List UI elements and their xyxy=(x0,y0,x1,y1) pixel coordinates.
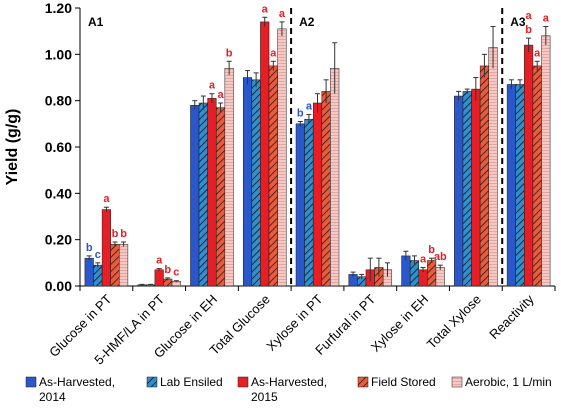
bar xyxy=(101,209,111,287)
bar xyxy=(215,107,226,287)
bar xyxy=(190,105,200,287)
y-tick-label: 0.20 xyxy=(45,232,72,248)
legend-label: As-Harvested, xyxy=(39,375,115,389)
bar xyxy=(260,21,270,287)
legend-label: Lab Ensiled xyxy=(160,375,223,389)
y-tick-label: 0.80 xyxy=(45,93,72,109)
x-tick-label: Reactivity xyxy=(486,291,537,342)
panel-label: A3 xyxy=(510,15,526,29)
significance-letter: ab xyxy=(434,251,447,263)
bar xyxy=(268,65,278,287)
bar xyxy=(435,267,445,287)
bar xyxy=(277,28,287,287)
legend-label-line2: 2015 xyxy=(251,390,278,404)
bar xyxy=(515,84,525,287)
y-tick-label: 1.20 xyxy=(45,0,72,16)
bar xyxy=(251,79,261,287)
bar xyxy=(84,257,94,287)
bar xyxy=(330,67,340,287)
bar xyxy=(462,91,472,287)
x-tick-label: Xylose in EH xyxy=(368,292,431,355)
bar xyxy=(312,102,323,287)
significance-letter: b xyxy=(226,47,233,59)
bar xyxy=(427,260,437,287)
significance-letter: b xyxy=(120,228,127,240)
panel-label: A2 xyxy=(299,15,315,29)
legend-label: Field Stored xyxy=(371,375,436,389)
significance-letter: c xyxy=(173,267,179,279)
bar xyxy=(198,102,208,287)
significance-letter: b xyxy=(112,228,119,240)
y-tick-label: 0.60 xyxy=(45,139,72,155)
x-tick-label: Total Xylose xyxy=(424,292,484,352)
significance-letter: a xyxy=(156,255,163,267)
legend-swatch xyxy=(25,376,37,388)
significance-letter: b xyxy=(164,264,171,276)
significance-letter: b xyxy=(525,24,532,36)
significance-letter: b xyxy=(297,108,304,120)
significance-letter: a xyxy=(420,253,427,265)
legend-label-line2: 2014 xyxy=(39,390,66,404)
bar xyxy=(321,91,331,287)
significance-letter: a xyxy=(262,3,269,15)
significance-letter: a xyxy=(270,47,277,59)
significance-letter: b xyxy=(86,242,93,254)
legend-swatch xyxy=(451,376,463,388)
significance-letter: a xyxy=(534,47,541,59)
bar xyxy=(207,98,217,287)
bar xyxy=(479,65,489,287)
significance-letter: a xyxy=(279,8,286,20)
bar xyxy=(524,44,534,287)
significance-letter: a xyxy=(306,101,313,113)
bar xyxy=(532,65,542,287)
bar xyxy=(454,95,464,287)
legend-swatch xyxy=(146,376,158,388)
panel-separators: A1 A2 A3 xyxy=(88,8,526,286)
significance-letter: a xyxy=(526,10,533,22)
legend-label: Aerobic, 1 L/min xyxy=(465,375,552,389)
significance-letter: a xyxy=(217,89,224,101)
bar xyxy=(418,269,428,287)
bar xyxy=(488,47,498,287)
significance-letter: b xyxy=(428,244,435,256)
y-tick-label: 1.00 xyxy=(45,46,72,62)
significance-letter: a xyxy=(543,13,550,25)
legend-label: As-Harvested, xyxy=(251,375,327,389)
bar xyxy=(224,67,234,287)
significance-letter: c xyxy=(95,249,101,261)
legend-swatch xyxy=(357,376,369,388)
bar xyxy=(242,77,253,287)
y-axis-label: Yield (g/g) xyxy=(4,109,21,186)
significance-letter: a xyxy=(209,80,216,92)
bar xyxy=(110,244,120,287)
bar xyxy=(295,123,305,287)
bar xyxy=(93,264,103,287)
bar xyxy=(119,244,129,287)
significance-letter: a xyxy=(103,193,110,205)
error-bars xyxy=(86,16,549,286)
y-tick-label: 0.40 xyxy=(45,185,72,201)
bars xyxy=(84,21,551,287)
bar xyxy=(154,269,164,287)
panel-label: A1 xyxy=(88,15,104,29)
bar xyxy=(304,118,314,287)
legend-swatch xyxy=(237,376,249,388)
bar xyxy=(471,88,481,287)
bar xyxy=(506,84,516,287)
y-tick-label: 0.00 xyxy=(45,278,72,294)
bar xyxy=(541,35,551,287)
